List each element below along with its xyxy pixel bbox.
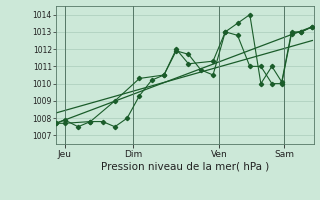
X-axis label: Pression niveau de la mer( hPa ): Pression niveau de la mer( hPa ) [101, 161, 269, 171]
